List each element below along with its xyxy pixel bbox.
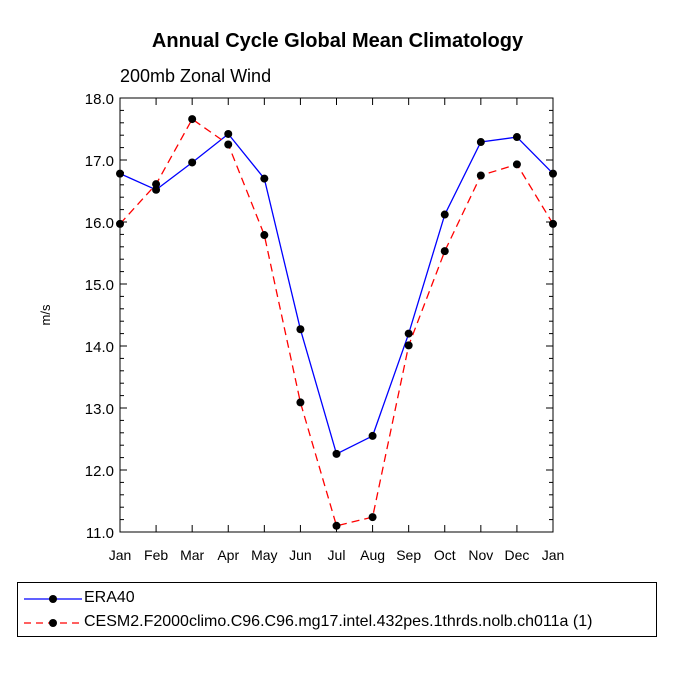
y-tick-label: 17.0 bbox=[85, 153, 114, 170]
line-chart: 11.0 12.0 13.0 14.0 15.0 16.0 17.0 18.0 Jan Feb Ma… bbox=[38, 91, 565, 563]
series-0-point bbox=[332, 449, 341, 458]
x-tick-label: Feb bbox=[144, 547, 168, 563]
series-0-point bbox=[260, 174, 269, 183]
x-tick-label: Aug bbox=[360, 547, 385, 563]
series-line-1 bbox=[119, 118, 554, 527]
series-0-point bbox=[368, 431, 377, 440]
x-tick-label: Dec bbox=[504, 547, 529, 563]
x-tick-label: Oct bbox=[434, 547, 456, 563]
x-tick-label: Mar bbox=[180, 547, 204, 563]
series-0-point bbox=[224, 129, 233, 138]
series-1-point bbox=[224, 140, 233, 149]
y-tick-label: 13.0 bbox=[85, 401, 114, 418]
series-1-point bbox=[404, 341, 413, 350]
y-tick-label: 12.0 bbox=[85, 463, 114, 480]
x-tick-label: Jan bbox=[542, 547, 565, 563]
x-tick-label: Apr bbox=[217, 547, 239, 563]
y-axis-label: m/s bbox=[38, 304, 53, 325]
chart-subtitle: 200mb Zonal Wind bbox=[120, 66, 272, 86]
x-tick-label: Jun bbox=[289, 547, 312, 563]
series-1-point bbox=[260, 231, 269, 240]
legend: ERA40 CESM2.F2000climo.C96.C96.mg17.inte… bbox=[17, 582, 657, 637]
series-0-point bbox=[512, 133, 521, 142]
y-tick-label: 11.0 bbox=[86, 525, 114, 542]
series-1-point bbox=[332, 521, 341, 530]
series-1-point bbox=[368, 513, 377, 522]
series-0-point bbox=[188, 158, 197, 167]
y-tick-label: 18.0 bbox=[85, 91, 114, 108]
series-0-point bbox=[549, 169, 557, 178]
x-tick-label: Nov bbox=[468, 547, 493, 563]
series-1-point bbox=[549, 219, 557, 228]
x-tick-label: May bbox=[251, 547, 277, 563]
series-1-point bbox=[512, 160, 521, 169]
y-tick-label: 14.0 bbox=[85, 339, 114, 356]
legend-swatch-cesm2 bbox=[24, 619, 82, 627]
series-1-point bbox=[152, 180, 161, 189]
plot-frame bbox=[119, 97, 554, 533]
series-0-point bbox=[152, 185, 161, 194]
legend-label-era40: ERA40 bbox=[84, 589, 135, 606]
legend-swatch-era40 bbox=[24, 595, 82, 603]
series-0-point bbox=[440, 210, 449, 219]
series-0-point bbox=[476, 138, 485, 147]
series-line-0 bbox=[119, 133, 554, 455]
series-0-point bbox=[404, 329, 413, 338]
series-1-point bbox=[440, 247, 449, 256]
y-tick-label: 16.0 bbox=[85, 215, 114, 232]
series-1-point bbox=[296, 398, 305, 407]
chart-title: Annual Cycle Global Mean Climatology bbox=[151, 30, 524, 52]
x-tick-label: Sep bbox=[396, 547, 421, 563]
legend-label-cesm2: CESM2.F2000climo.C96.C96.mg17.intel.432p… bbox=[84, 613, 593, 630]
x-tick-label: Jul bbox=[328, 547, 346, 563]
series-1-point bbox=[116, 219, 124, 228]
x-tick-label: Jan bbox=[109, 547, 132, 563]
series-0-point bbox=[116, 169, 124, 178]
series-1-point bbox=[476, 171, 485, 180]
series-1-point bbox=[188, 115, 197, 124]
series-0-point bbox=[296, 325, 305, 334]
y-tick-label: 15.0 bbox=[85, 277, 114, 294]
